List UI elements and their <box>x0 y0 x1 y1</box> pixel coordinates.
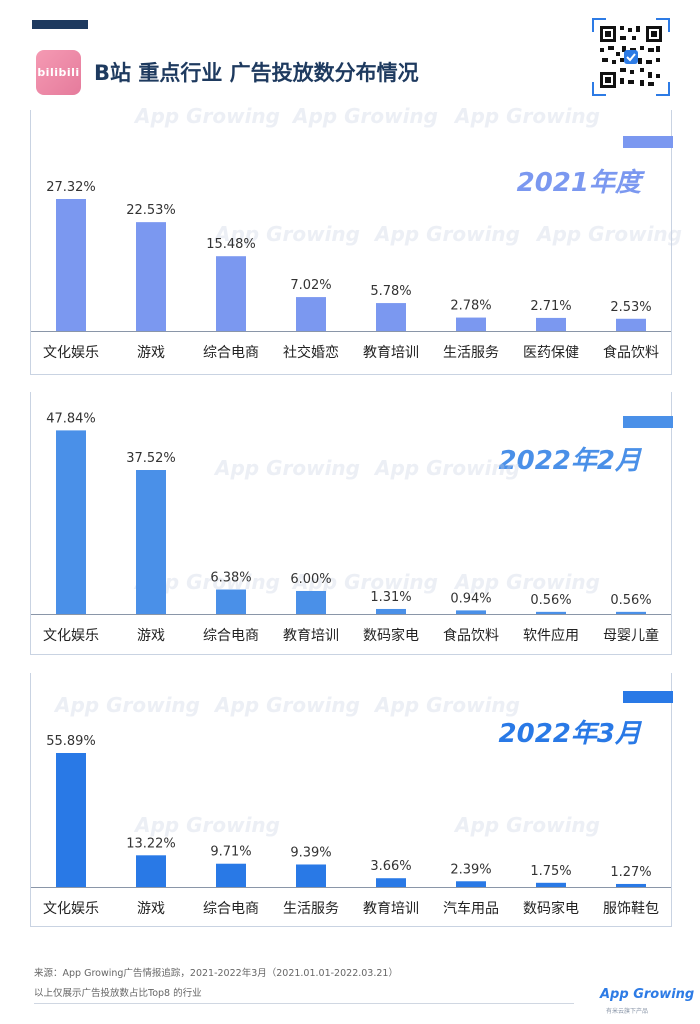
data-label: 5.78% <box>370 284 411 299</box>
bar-5 <box>376 878 406 887</box>
data-label: 9.39% <box>290 845 331 860</box>
brand-subtitle: 有米云旗下产品 <box>606 1008 649 1015</box>
category-label: 文化娱乐 <box>43 628 99 644</box>
category-label: 游戏 <box>137 628 165 644</box>
bar-7 <box>536 317 566 331</box>
app-growing-logo: App Growing <box>600 987 695 1002</box>
data-label: 1.75% <box>530 864 571 879</box>
bar-1 <box>56 199 86 331</box>
qr-corner-br <box>656 82 670 96</box>
panel-flag <box>623 136 673 148</box>
panel-flag <box>623 691 673 703</box>
bar-4 <box>296 864 326 887</box>
bar-7 <box>536 882 566 887</box>
chart-panel-2021: 2021年度 App Growing App Growing App Growi… <box>30 104 682 375</box>
data-label: 0.94% <box>450 591 491 606</box>
chart-panel-2022-feb: 2022年2月 App Growing App Growing App Grow… <box>30 392 673 655</box>
data-label: 0.56% <box>610 593 651 608</box>
category-label: 综合电商 <box>203 345 259 361</box>
data-label: 2.39% <box>450 862 491 877</box>
bar-8 <box>616 611 646 614</box>
category-label: 综合电商 <box>203 901 259 917</box>
category-label: 文化娱乐 <box>43 345 99 361</box>
category-label: 综合电商 <box>203 628 259 644</box>
bar-2 <box>136 222 166 331</box>
data-label: 7.02% <box>290 278 331 293</box>
qr-code-icon <box>592 18 670 96</box>
panel-title: 2022年2月 <box>498 446 641 476</box>
data-label: 0.56% <box>530 593 571 608</box>
data-label: 3.66% <box>370 859 411 874</box>
bar-1 <box>56 430 86 614</box>
data-label: 1.27% <box>610 865 651 880</box>
category-label: 软件应用 <box>523 627 579 644</box>
data-label: 2.53% <box>610 300 651 315</box>
bar-4 <box>296 297 326 331</box>
bar-4 <box>296 590 326 614</box>
scope-note: 以上仅展示广告投放数占比Top8 的行业 <box>34 988 202 999</box>
data-label: 13.22% <box>126 836 176 851</box>
bilibili-logo: bilibili <box>36 50 81 95</box>
bar-8 <box>616 883 646 887</box>
data-label: 15.48% <box>206 237 256 252</box>
category-label: 教育培训 <box>363 345 419 361</box>
bar-chart-2022-feb: 47.84% 文化娱乐 37.52% 游戏 6.38% 综合电商 6.00% 教育培训 1.31… <box>31 411 671 644</box>
category-label: 生活服务 <box>283 901 339 917</box>
data-label: 37.52% <box>126 451 176 466</box>
data-label: 6.00% <box>290 572 331 587</box>
bar-3 <box>216 256 246 331</box>
page-title: B站 重点行业 广告投放数分布情况 <box>94 61 419 85</box>
qr-corner-tr <box>656 18 670 32</box>
bar-6 <box>456 881 486 887</box>
panel-flag <box>623 416 673 428</box>
data-label: 6.38% <box>210 571 251 586</box>
category-label: 汽车用品 <box>443 900 499 917</box>
logo-text: bilibili <box>37 66 80 79</box>
category-label: 数码家电 <box>523 900 579 917</box>
category-label: 文化娱乐 <box>43 901 99 917</box>
category-label: 生活服务 <box>443 345 499 361</box>
source-note: 来源：App Growing广告情报追踪，2021-2022年3月（2021.0… <box>34 968 398 979</box>
data-label: 2.78% <box>450 299 491 314</box>
category-label: 服饰鞋包 <box>603 901 659 917</box>
chart-panel-2022-mar: 2022年3月 App Growing App Growing App Grow… <box>30 673 673 927</box>
bar-8 <box>616 318 646 331</box>
category-label: 教育培训 <box>363 901 419 917</box>
category-label: 数码家电 <box>363 627 419 644</box>
header-accent-bar <box>32 20 88 29</box>
bar-7 <box>536 611 566 614</box>
bar-6 <box>456 610 486 614</box>
qr-corner-bl <box>592 82 606 96</box>
bar-2 <box>136 470 166 614</box>
bar-3 <box>216 863 246 887</box>
bar-5 <box>376 303 406 331</box>
category-label: 医药保健 <box>523 345 579 361</box>
bar-5 <box>376 608 406 614</box>
category-label: 食品饮料 <box>603 344 659 361</box>
footer-divider <box>34 1003 574 1004</box>
category-label: 社交婚恋 <box>283 344 339 361</box>
bar-3 <box>216 589 246 614</box>
data-label: 27.32% <box>46 180 96 195</box>
bar-1 <box>56 753 86 887</box>
category-label: 游戏 <box>137 901 165 917</box>
data-label: 1.31% <box>370 590 411 605</box>
category-label: 游戏 <box>137 345 165 361</box>
data-label: 22.53% <box>126 203 176 218</box>
panel-title: 2021年度 <box>516 168 641 198</box>
category-label: 食品饮料 <box>443 627 499 644</box>
panel-title: 2022年3月 <box>498 719 641 749</box>
bar-2 <box>136 855 166 887</box>
category-label: 教育培训 <box>283 628 339 644</box>
data-label: 47.84% <box>46 411 96 426</box>
bar-chart-2022-mar: 55.89% 文化娱乐 13.22% 游戏 9.71% 综合电商 9.39% 生活服务 3.66… <box>31 734 671 917</box>
category-label: 母婴儿童 <box>603 627 659 644</box>
bar-6 <box>456 317 486 331</box>
data-label: 55.89% <box>46 734 96 749</box>
bar-chart-2021: 27.32% 文化娱乐 22.53% 游戏 15.48% 综合电商 7.02% 社交婚恋 5.7… <box>31 180 671 361</box>
data-label: 2.71% <box>530 299 571 314</box>
qr-corner-tl <box>592 18 606 32</box>
data-label: 9.71% <box>210 845 251 860</box>
